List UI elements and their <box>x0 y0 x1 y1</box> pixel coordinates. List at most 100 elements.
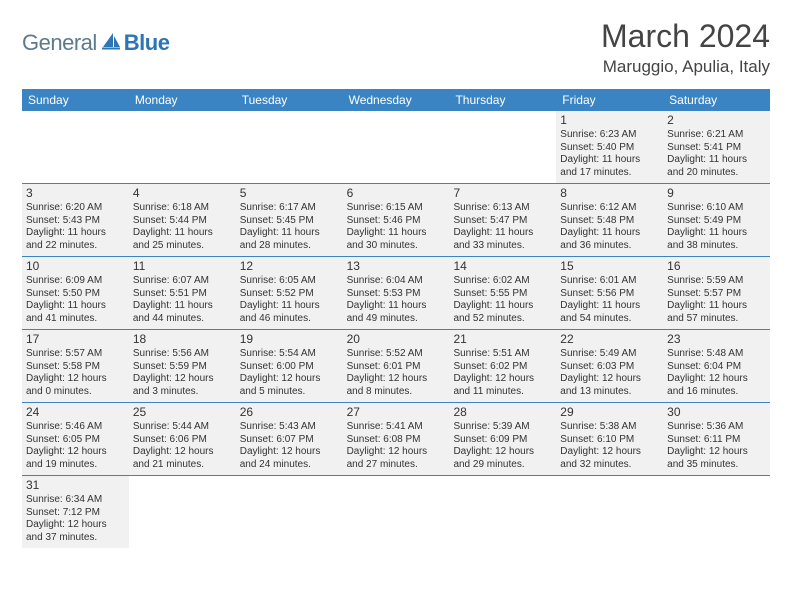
day-cell: 9Sunrise: 6:10 AMSunset: 5:49 PMDaylight… <box>663 184 770 256</box>
day-dl1: Daylight: 12 hours <box>560 373 659 386</box>
brand-part1: General <box>22 30 97 56</box>
day-sunset: Sunset: 5:43 PM <box>26 215 125 228</box>
day-cell: 29Sunrise: 5:38 AMSunset: 6:10 PMDayligh… <box>556 403 663 475</box>
day-sunset: Sunset: 6:11 PM <box>667 434 766 447</box>
day-sunset: Sunset: 5:52 PM <box>240 288 339 301</box>
day-sunset: Sunset: 6:09 PM <box>453 434 552 447</box>
day-blank <box>343 111 450 183</box>
dow-thursday: Thursday <box>449 89 556 111</box>
day-dl1: Daylight: 12 hours <box>453 373 552 386</box>
page-header: General Blue March 2024 Maruggio, Apulia… <box>22 18 770 77</box>
day-dl2: and 46 minutes. <box>240 313 339 326</box>
day-number: 26 <box>240 405 339 420</box>
day-dl2: and 54 minutes. <box>560 313 659 326</box>
day-sunrise: Sunrise: 6:18 AM <box>133 202 232 215</box>
day-blank <box>449 476 556 548</box>
day-sunset: Sunset: 5:53 PM <box>347 288 446 301</box>
day-sunset: Sunset: 5:57 PM <box>667 288 766 301</box>
dow-monday: Monday <box>129 89 236 111</box>
day-number: 1 <box>560 113 659 128</box>
day-cell: 11Sunrise: 6:07 AMSunset: 5:51 PMDayligh… <box>129 257 236 329</box>
day-dl1: Daylight: 12 hours <box>133 373 232 386</box>
day-sunset: Sunset: 6:06 PM <box>133 434 232 447</box>
day-sunset: Sunset: 5:58 PM <box>26 361 125 374</box>
day-sunset: Sunset: 5:40 PM <box>560 142 659 155</box>
day-dl1: Daylight: 12 hours <box>347 446 446 459</box>
day-dl1: Daylight: 11 hours <box>240 300 339 313</box>
day-sunset: Sunset: 6:01 PM <box>347 361 446 374</box>
day-number: 5 <box>240 186 339 201</box>
day-dl1: Daylight: 12 hours <box>240 446 339 459</box>
day-sunset: Sunset: 5:51 PM <box>133 288 232 301</box>
day-sunrise: Sunrise: 6:07 AM <box>133 275 232 288</box>
day-sunrise: Sunrise: 6:15 AM <box>347 202 446 215</box>
day-sunrise: Sunrise: 5:43 AM <box>240 421 339 434</box>
day-number: 19 <box>240 332 339 347</box>
day-dl2: and 52 minutes. <box>453 313 552 326</box>
month-title: March 2024 <box>601 18 770 55</box>
day-number: 3 <box>26 186 125 201</box>
day-sunrise: Sunrise: 5:48 AM <box>667 348 766 361</box>
day-dl1: Daylight: 12 hours <box>240 373 339 386</box>
week-row: 1Sunrise: 6:23 AMSunset: 5:40 PMDaylight… <box>22 111 770 184</box>
day-dl2: and 17 minutes. <box>560 167 659 180</box>
day-sunset: Sunset: 5:44 PM <box>133 215 232 228</box>
day-dl1: Daylight: 11 hours <box>133 227 232 240</box>
day-dl1: Daylight: 11 hours <box>26 227 125 240</box>
dow-friday: Friday <box>556 89 663 111</box>
day-number: 31 <box>26 478 125 493</box>
day-number: 12 <box>240 259 339 274</box>
day-sunrise: Sunrise: 6:05 AM <box>240 275 339 288</box>
day-cell: 18Sunrise: 5:56 AMSunset: 5:59 PMDayligh… <box>129 330 236 402</box>
day-sunrise: Sunrise: 5:38 AM <box>560 421 659 434</box>
day-dl2: and 44 minutes. <box>133 313 232 326</box>
day-sunrise: Sunrise: 6:09 AM <box>26 275 125 288</box>
day-number: 2 <box>667 113 766 128</box>
day-number: 29 <box>560 405 659 420</box>
day-dl2: and 11 minutes. <box>453 386 552 399</box>
day-dl2: and 37 minutes. <box>26 532 125 545</box>
day-dl2: and 24 minutes. <box>240 459 339 472</box>
day-number: 6 <box>347 186 446 201</box>
day-sunset: Sunset: 6:00 PM <box>240 361 339 374</box>
dow-wednesday: Wednesday <box>343 89 450 111</box>
day-cell: 28Sunrise: 5:39 AMSunset: 6:09 PMDayligh… <box>449 403 556 475</box>
day-cell: 16Sunrise: 5:59 AMSunset: 5:57 PMDayligh… <box>663 257 770 329</box>
day-sunrise: Sunrise: 5:57 AM <box>26 348 125 361</box>
day-dl1: Daylight: 11 hours <box>26 300 125 313</box>
day-number: 10 <box>26 259 125 274</box>
day-dl1: Daylight: 12 hours <box>26 446 125 459</box>
day-blank <box>22 111 129 183</box>
day-cell: 22Sunrise: 5:49 AMSunset: 6:03 PMDayligh… <box>556 330 663 402</box>
day-cell: 27Sunrise: 5:41 AMSunset: 6:08 PMDayligh… <box>343 403 450 475</box>
day-sunset: Sunset: 5:55 PM <box>453 288 552 301</box>
day-dl1: Daylight: 11 hours <box>560 300 659 313</box>
day-sunset: Sunset: 6:07 PM <box>240 434 339 447</box>
brand-part2: Blue <box>124 30 170 56</box>
day-sunrise: Sunrise: 5:46 AM <box>26 421 125 434</box>
day-number: 24 <box>26 405 125 420</box>
day-sunrise: Sunrise: 6:23 AM <box>560 129 659 142</box>
day-sunset: Sunset: 5:49 PM <box>667 215 766 228</box>
day-cell: 8Sunrise: 6:12 AMSunset: 5:48 PMDaylight… <box>556 184 663 256</box>
day-dl2: and 49 minutes. <box>347 313 446 326</box>
day-sunset: Sunset: 5:45 PM <box>240 215 339 228</box>
day-sunrise: Sunrise: 5:36 AM <box>667 421 766 434</box>
day-sunrise: Sunrise: 6:34 AM <box>26 494 125 507</box>
day-sunset: Sunset: 7:12 PM <box>26 507 125 520</box>
day-cell: 31Sunrise: 6:34 AMSunset: 7:12 PMDayligh… <box>22 476 129 548</box>
day-dl2: and 22 minutes. <box>26 240 125 253</box>
day-number: 13 <box>347 259 446 274</box>
day-blank <box>236 476 343 548</box>
day-dl1: Daylight: 11 hours <box>347 227 446 240</box>
day-number: 23 <box>667 332 766 347</box>
day-number: 15 <box>560 259 659 274</box>
day-number: 4 <box>133 186 232 201</box>
day-sunset: Sunset: 5:59 PM <box>133 361 232 374</box>
day-cell: 4Sunrise: 6:18 AMSunset: 5:44 PMDaylight… <box>129 184 236 256</box>
day-sunrise: Sunrise: 5:39 AM <box>453 421 552 434</box>
day-blank <box>449 111 556 183</box>
weeks-container: 1Sunrise: 6:23 AMSunset: 5:40 PM Daylight… <box>22 111 770 548</box>
day-dl1: Daylight: 11 hours <box>453 227 552 240</box>
day-dl2: and 0 minutes. <box>26 386 125 399</box>
